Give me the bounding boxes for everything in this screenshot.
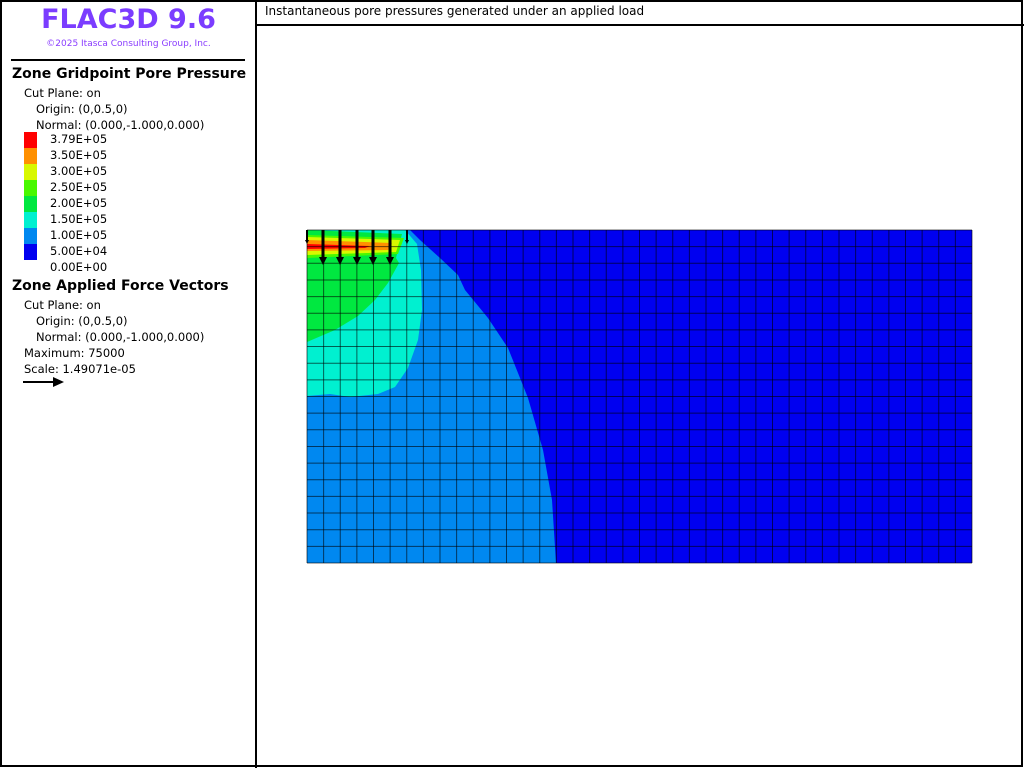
force-vector-arrow-icon	[386, 230, 394, 265]
force-heading: Zone Applied Force Vectors	[12, 278, 229, 294]
color-level-label: 1.00E+05	[50, 228, 108, 242]
force-cut-plane: Cut Plane: on	[24, 298, 101, 312]
force-maximum: Maximum: 75000	[24, 346, 125, 360]
color-swatch	[24, 164, 37, 180]
color-level-label: 1.50E+05	[50, 212, 108, 226]
force-vector-arrow-icon	[405, 230, 409, 244]
contour-150k-200k	[307, 230, 402, 342]
vector-scale-arrow-icon	[23, 377, 64, 387]
divider	[11, 59, 245, 61]
color-level-label: 5.00E+04	[50, 244, 108, 258]
color-level-label: 2.00E+05	[50, 196, 108, 210]
force-vector-arrow-icon	[319, 230, 327, 265]
color-level-label: 3.79E+05	[50, 132, 108, 146]
pore-cut-plane: Cut Plane: on	[24, 86, 101, 100]
color-swatch	[24, 212, 37, 228]
color-swatch	[24, 244, 37, 260]
copyright: ©2025 Itasca Consulting Group, Inc.	[46, 39, 211, 49]
force-vector-arrow-icon	[305, 230, 309, 244]
force-scale: Scale: 1.49071e-05	[24, 362, 136, 376]
pore-origin: Origin: (0,0.5,0)	[36, 102, 128, 116]
force-vector-arrow-icon	[369, 230, 377, 265]
zone-grid	[306, 229, 973, 564]
color-level-label: 3.50E+05	[50, 148, 108, 162]
app-logo: FLAC3D 9.6	[41, 4, 216, 35]
force-vector-arrow-icon	[336, 230, 344, 265]
force-origin: Origin: (0,0.5,0)	[36, 314, 128, 328]
color-swatch	[24, 148, 37, 164]
force-vectors	[305, 230, 409, 265]
force-normal: Normal: (0.000,-1.000,0.000)	[36, 330, 205, 344]
color-swatch	[24, 196, 37, 212]
legend-panel: FLAC3D 9.6 ©2025 Itasca Consulting Group…	[0, 0, 257, 768]
color-level-label: 3.00E+05	[50, 164, 108, 178]
color-level-label: 0.00E+00	[50, 260, 108, 274]
color-swatch	[24, 228, 37, 244]
pore-normal: Normal: (0.000,-1.000,0.000)	[36, 118, 205, 132]
pore-heading: Zone Gridpoint Pore Pressure	[12, 66, 247, 82]
force-vector-arrow-icon	[353, 230, 361, 265]
color-level-label: 2.50E+05	[50, 180, 108, 194]
plot-title: Instantaneous pore pressures generated u…	[257, 0, 1024, 26]
color-swatch	[24, 180, 37, 196]
